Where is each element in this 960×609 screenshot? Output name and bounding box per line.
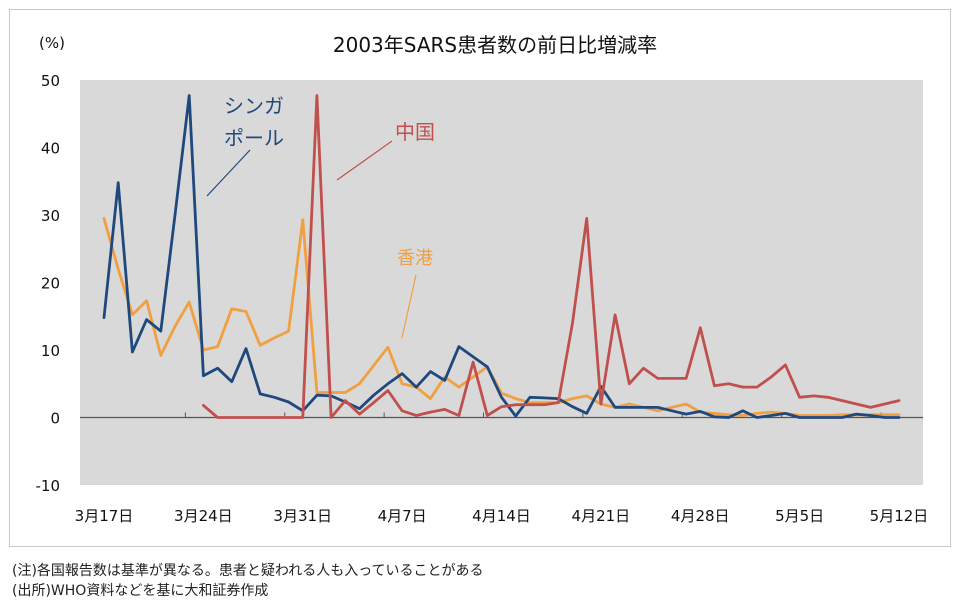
x-tick-label: 4月28日: [671, 507, 730, 525]
x-tick-label: 3月17日: [75, 507, 134, 525]
series-line-香港: [102, 216, 901, 417]
series-line-中国: [201, 94, 901, 419]
y-tick-label: 40: [41, 140, 60, 158]
series-line-シンガポール: [102, 94, 901, 419]
chart-title: 2003年SARS患者数の前日比増減率: [333, 33, 657, 57]
footnote-source: (出所)WHO資料などを基に大和証券作成: [12, 583, 269, 599]
x-tick-label: 4月14日: [472, 507, 531, 525]
y-tick-label: 20: [41, 275, 60, 293]
leader-line: [401, 274, 417, 339]
x-tick-label: 5月12日: [870, 507, 929, 525]
y-tick-label: -10: [36, 477, 61, 495]
y-tick-label: 50: [41, 72, 60, 90]
series-label: 香港: [397, 248, 433, 269]
sars-chart: -10 0 10 20 30 40 50 3月17日 3月24日 3月31日 4月7日 4月14日 4…: [36, 33, 929, 525]
plot-area: [80, 80, 923, 485]
leader-line: [336, 140, 393, 181]
x-tick-label: 4月21日: [572, 507, 631, 525]
x-tick-label: 4月7日: [378, 507, 427, 525]
footnote-note: (注)各国報告数は基準が異なる。患者と疑われる人も入っていることがある: [12, 563, 484, 579]
x-tick-label: 3月24日: [174, 507, 233, 525]
series-label: 中国: [395, 120, 435, 144]
series-label: シンガ: [224, 94, 284, 118]
y-tick-label: 30: [41, 207, 60, 225]
series-label: ポール: [224, 126, 284, 150]
y-tick-label: 0: [50, 410, 60, 428]
leader-line: [206, 149, 251, 197]
x-tick-label: 5月5日: [775, 507, 824, 525]
y-axis-unit: (%): [39, 34, 65, 52]
y-tick-label: 10: [41, 342, 60, 360]
x-tick-label: 3月31日: [273, 507, 332, 525]
